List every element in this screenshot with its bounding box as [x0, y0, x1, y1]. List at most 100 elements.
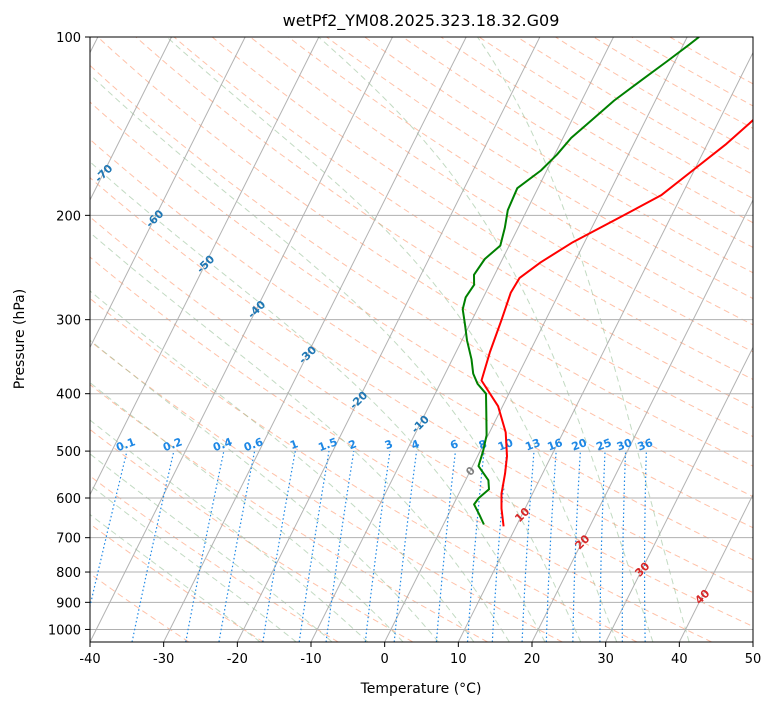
moist-adiabat	[90, 161, 546, 642]
y-tick-label: 800	[56, 566, 81, 581]
skewed-isotherm	[752, 640, 753, 642]
isotherm-label: -90	[0, 71, 14, 94]
skewed-isotherm	[163, 37, 467, 642]
y-tick-label: 200	[56, 209, 81, 224]
moist-adiabat	[90, 513, 261, 642]
temperature-profile	[480, 118, 753, 527]
x-tick-label: 40	[671, 652, 688, 667]
dry-adiabat	[90, 177, 753, 594]
y-tick-label: 100	[56, 31, 81, 46]
dry-adiabat	[555, 37, 753, 152]
y-tick-label: 700	[56, 532, 81, 547]
dry-adiabat	[326, 37, 753, 300]
x-tick-label: -10	[300, 652, 321, 667]
dewpoint-profile	[461, 37, 700, 525]
mixing-ratio-label: 8	[477, 437, 489, 452]
x-axis-label: Temperature (°C)	[360, 681, 482, 697]
moist-adiabat	[90, 339, 439, 642]
x-tick-label: 50	[745, 652, 762, 667]
skewed-isotherm	[531, 198, 753, 642]
y-tick-label: 300	[56, 314, 81, 329]
y-tick-label: 1000	[48, 623, 81, 638]
moist-adiabat	[90, 290, 475, 642]
dry-adiabat	[90, 138, 753, 561]
mixing-ratio-line	[131, 450, 175, 642]
skewed-isotherm	[605, 346, 753, 642]
dry-adiabat	[90, 101, 753, 529]
dry-adiabat	[211, 37, 753, 380]
dry-adiabat	[478, 37, 753, 199]
y-axis: 1000 900 800 700 600 500 400 300 200 100	[48, 31, 90, 638]
mixing-ratio-line	[643, 451, 647, 642]
mixing-ratio-label: 20	[570, 436, 589, 454]
mixing-ratio-line	[90, 450, 128, 609]
skewed-isotherm	[457, 51, 753, 642]
isotherm-label: -70	[92, 162, 115, 185]
mixing-ratio-label: 0.4	[211, 435, 234, 454]
moist-adiabat	[90, 419, 369, 642]
mixing-ratio-label: 3	[383, 437, 395, 452]
isotherm-label: 10	[512, 505, 532, 525]
skewed-isotherm-grid	[90, 37, 753, 642]
x-tick-label: -20	[227, 652, 248, 667]
mixing-ratio-lines	[90, 450, 647, 642]
mixing-ratio-line	[393, 451, 418, 642]
dry-adiabat	[249, 37, 753, 353]
dry-adiabat	[402, 37, 753, 248]
moist-adiabat	[166, 37, 618, 642]
x-axis: -40 -30 -20 -10 0 10 20 30 40 50	[79, 642, 761, 667]
mixing-ratio-label: 0.2	[161, 435, 184, 454]
mixing-ratio-label: 4	[410, 437, 422, 452]
x-tick-label: 10	[450, 652, 467, 667]
mixing-ratio-label: 1.5	[316, 435, 339, 454]
dry-adiabat	[364, 37, 753, 274]
x-tick-label: 0	[381, 652, 389, 667]
isotherm-label: -50	[194, 252, 217, 275]
isotherm-label: -30	[296, 343, 319, 366]
mixing-ratio-label: 36	[636, 436, 655, 454]
mixing-ratio-line	[435, 451, 456, 642]
isotherm-label: -80	[41, 116, 64, 139]
dry-adiabat	[90, 256, 712, 642]
dry-adiabat	[90, 572, 190, 642]
mixing-ratio-line	[466, 451, 485, 642]
y-tick-label: 400	[56, 388, 81, 403]
dry-adiabat	[90, 64, 753, 498]
isotherm-label: -40	[245, 298, 268, 321]
dry-adiabat	[90, 475, 339, 642]
skewed-isotherm	[310, 37, 614, 642]
mixing-ratio-label: 0.1	[114, 435, 137, 454]
x-tick-label: -30	[153, 652, 174, 667]
dry-adiabat	[90, 216, 753, 628]
mixing-ratio-label: 13	[523, 436, 542, 453]
dry-adiabat	[669, 37, 753, 85]
dry-adiabat	[135, 37, 753, 438]
mixing-ratio-label: 6	[448, 437, 460, 452]
x-tick-label: 20	[524, 652, 541, 667]
dry-adiabat	[90, 523, 264, 642]
dry-adiabat	[90, 297, 638, 642]
y-axis-label: Pressure (hPa)	[12, 289, 28, 389]
x-tick-label: -40	[79, 652, 100, 667]
x-tick-label: 30	[597, 652, 614, 667]
moist-adiabat	[477, 37, 690, 642]
mixing-ratio-line	[218, 450, 256, 642]
y-tick-label: 900	[56, 596, 81, 611]
isobar-grid	[90, 37, 753, 630]
skewed-isotherm	[384, 37, 688, 642]
dry-adiabat	[97, 37, 753, 467]
skewed-isotherm	[90, 37, 320, 496]
isotherm-label: -10	[409, 412, 432, 435]
skewed-isotherm	[236, 37, 541, 642]
mixing-ratio-line	[599, 451, 606, 642]
skewed-isotherm	[678, 493, 753, 642]
isotherm-label: 0	[463, 464, 478, 479]
dry-adiabat	[593, 37, 753, 129]
profile-series	[461, 37, 753, 527]
y-tick-label: 600	[56, 492, 81, 507]
mixing-ratio-label: 25	[594, 436, 613, 453]
mixing-ratio-line	[298, 450, 330, 642]
skewed-isotherm	[90, 37, 246, 349]
